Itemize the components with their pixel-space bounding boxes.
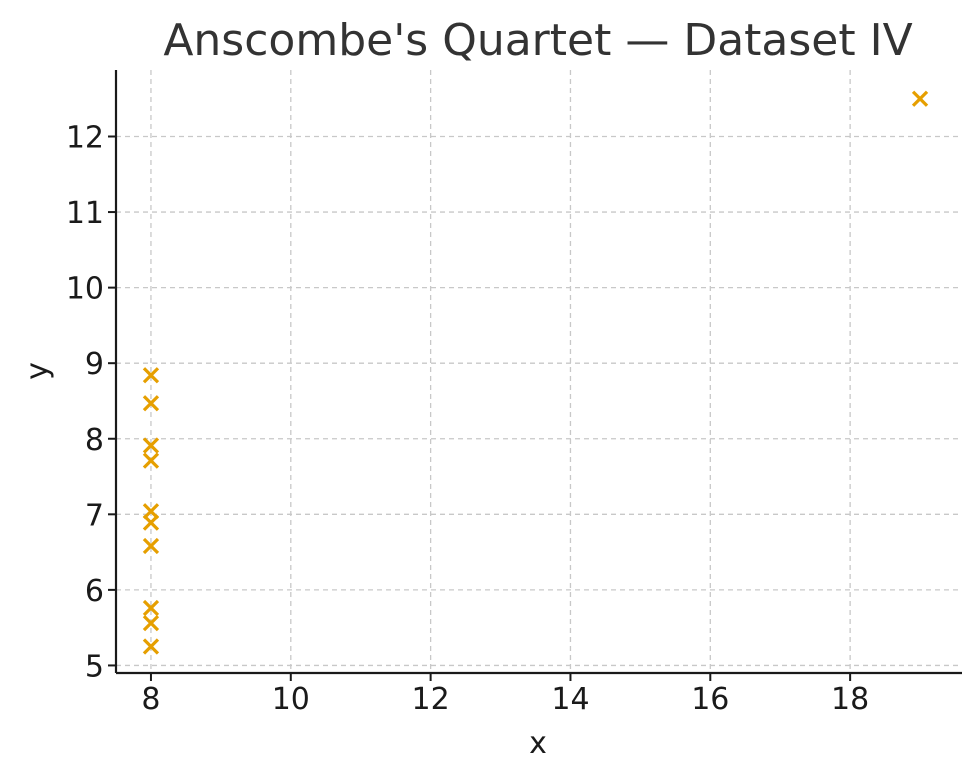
marker-stroke	[142, 395, 160, 412]
data-points	[142, 90, 929, 655]
x-tick-label: 12	[412, 682, 450, 717]
marker-stroke	[142, 514, 160, 531]
data-point	[142, 437, 160, 454]
data-point	[911, 90, 929, 107]
marker-stroke	[911, 90, 929, 107]
data-point	[142, 537, 160, 555]
x-tick-label: 10	[272, 682, 310, 717]
data-point	[142, 367, 160, 384]
grid	[116, 70, 962, 673]
marker-stroke	[142, 452, 160, 469]
y-axis-label: y	[20, 362, 55, 380]
y-tick-label: 5	[85, 649, 104, 684]
x-tick-label: 8	[141, 682, 160, 717]
x-tick-label: 18	[831, 682, 869, 717]
y-tick-label: 11	[66, 196, 104, 231]
marker-stroke	[142, 614, 160, 632]
y-tick-label: 6	[85, 574, 104, 609]
data-point	[142, 514, 160, 531]
y-tick-label: 10	[66, 272, 104, 307]
data-point	[142, 638, 160, 655]
y-tick-label: 9	[85, 347, 104, 382]
y-tick-label: 8	[85, 423, 104, 458]
x-tick-label: 16	[691, 682, 729, 717]
chart-title: Anscombe's Quartet — Dataset IV	[163, 15, 912, 66]
marker-stroke	[142, 638, 160, 655]
ticks: 8 10 12 14 16 18 5 6 7 8 9 10 11 12	[66, 120, 869, 717]
y-tick-label: 12	[66, 120, 104, 155]
data-point	[142, 614, 160, 632]
marker-stroke	[142, 367, 160, 384]
marker-stroke	[142, 599, 160, 617]
marker-stroke	[142, 437, 160, 454]
axes	[114, 70, 962, 675]
marker-stroke	[142, 537, 160, 555]
y-tick-label: 7	[85, 498, 104, 533]
x-axis-label: x	[529, 726, 547, 761]
x-tick-label: 14	[551, 682, 589, 717]
data-point	[142, 395, 160, 412]
data-point	[142, 452, 160, 469]
data-point	[142, 599, 160, 617]
